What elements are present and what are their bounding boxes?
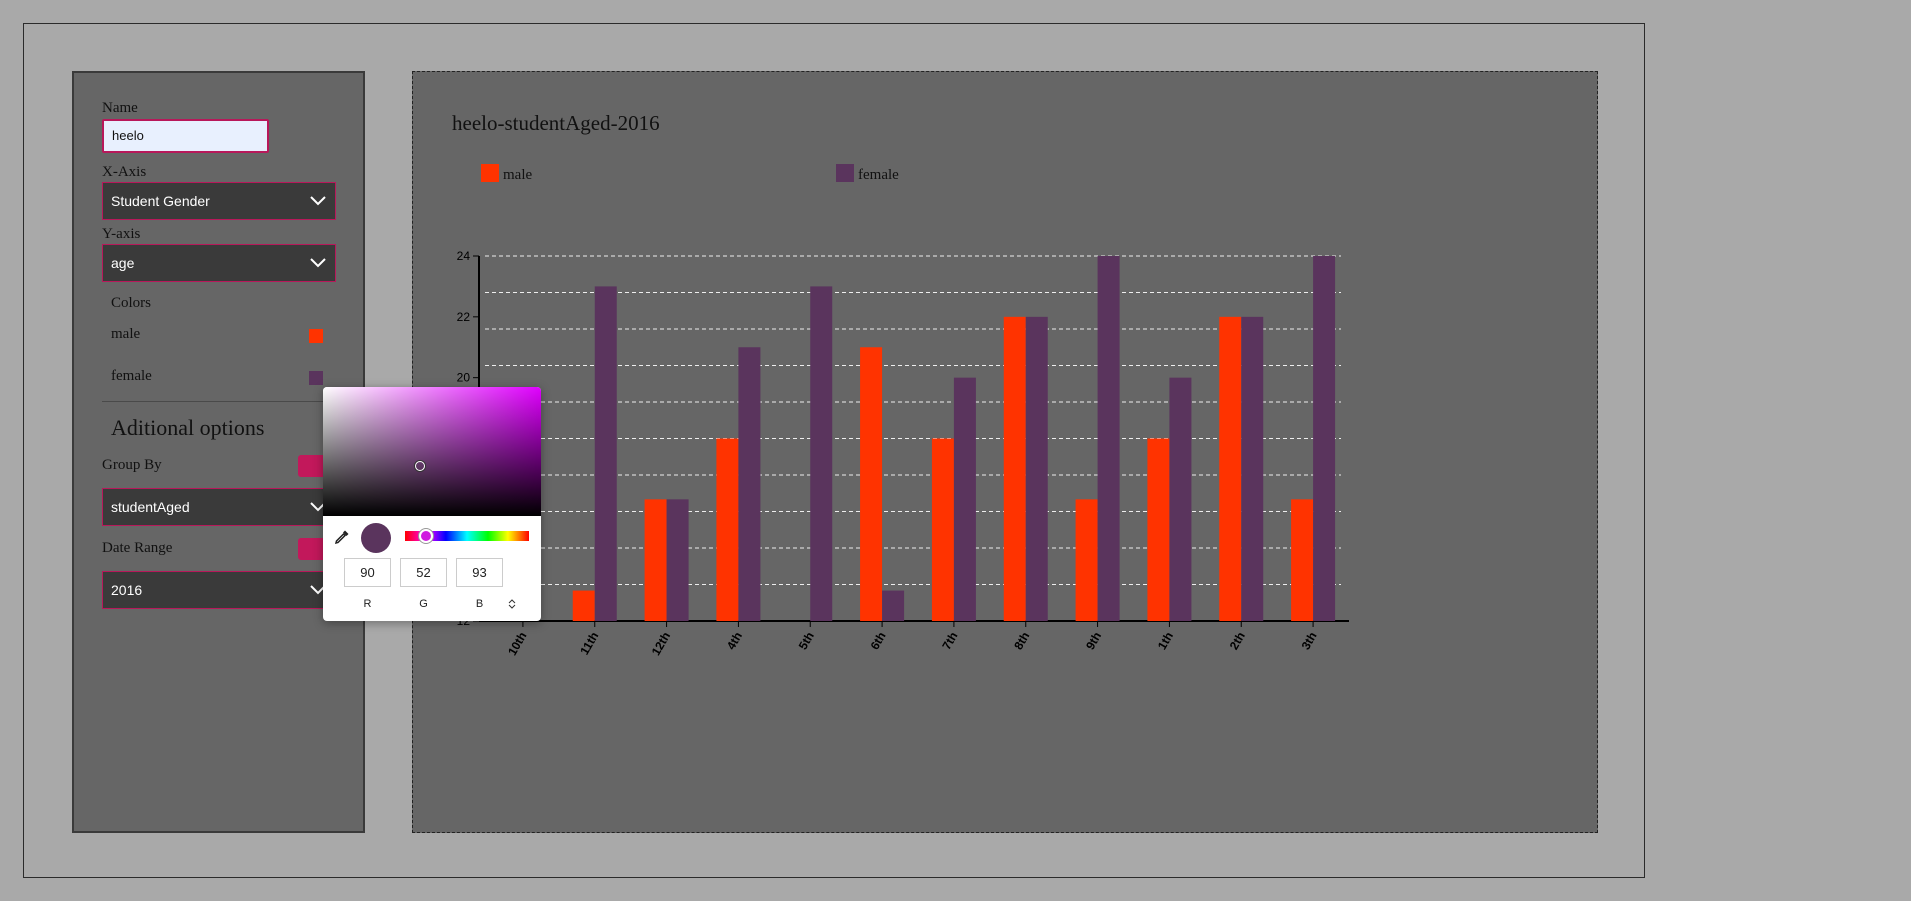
xaxis-select-value: Student Gender (111, 193, 210, 209)
bar-female-8th (1025, 316, 1048, 621)
x-tick-label: 9th (1083, 630, 1104, 653)
chart-title: heelo-studentAged-2016 (452, 111, 660, 135)
daterange-select-value: 2016 (111, 582, 143, 598)
yaxis-select-value: age (111, 255, 135, 271)
bar-male-4th (716, 438, 739, 621)
colors-title: Colors (111, 295, 152, 311)
hue-slider[interactable] (405, 531, 529, 541)
color-row-female: female (111, 368, 345, 388)
legend-label-male: male (503, 167, 533, 183)
chart-panel: heelo-studentAged-2016 male female 12 20 2… (412, 71, 1598, 833)
yaxis-select[interactable]: age (102, 244, 336, 282)
y-tick-label: 22 (457, 310, 471, 324)
hue-slider-handle[interactable] (419, 529, 433, 543)
options-sidebar: Name heelo X-Axis Student Gender Y-axis … (72, 71, 365, 833)
color-swatch-male[interactable] (309, 329, 323, 343)
name-input[interactable]: heelo (102, 119, 269, 153)
color-picker-popup: 90 52 93 R G B (323, 387, 541, 621)
bar-male-11th (572, 590, 595, 621)
bar-male-7th (931, 438, 954, 621)
y-tick-label: 24 (457, 249, 471, 263)
x-tick-label: 1th (1155, 630, 1176, 653)
color-label-male: male (111, 326, 141, 342)
x-tick-label: 12th (649, 630, 673, 658)
chevron-down-icon (310, 196, 326, 206)
bar-male-12th (644, 499, 667, 621)
divider (102, 401, 352, 402)
bar-male-3th (1291, 499, 1314, 621)
bar-female-9th (1097, 256, 1120, 621)
x-tick-label: 10th (505, 630, 529, 658)
blue-input[interactable]: 93 (456, 558, 503, 587)
bar-male-1th (1147, 438, 1170, 621)
name-label: Name (102, 100, 138, 116)
blue-label: B (475, 598, 484, 610)
name-input-value: heelo (112, 128, 144, 143)
saturation-value-area[interactable] (323, 387, 541, 516)
bar-female-5th (810, 286, 833, 621)
chevron-down-icon (310, 585, 326, 595)
legend-label-female: female (858, 167, 899, 183)
xaxis-label: X-Axis (102, 164, 147, 180)
green-input[interactable]: 52 (400, 558, 447, 587)
xaxis-select[interactable]: Student Gender (102, 182, 336, 220)
bar-female-12th (666, 499, 689, 621)
legend-item-female: female (836, 164, 899, 184)
daterange-select[interactable]: 2016 (102, 571, 336, 609)
x-tick-label: 3th (1299, 630, 1320, 653)
bar-male-2th (1219, 316, 1242, 621)
bar-female-6th (882, 590, 905, 621)
chevron-down-icon (310, 502, 326, 512)
groupby-label: Group By (102, 457, 162, 473)
x-tick-label: 2th (1227, 630, 1248, 653)
yaxis-label: Y-axis (102, 226, 141, 242)
bar-female-7th (953, 377, 976, 621)
legend-swatch-female (836, 164, 854, 182)
x-tick-label: 11th (577, 630, 601, 658)
bar-female-4th (738, 347, 761, 621)
chevron-down-icon (310, 258, 326, 268)
color-preview (361, 523, 391, 553)
bar-female-3th (1313, 256, 1336, 621)
saturation-value-handle[interactable] (415, 461, 425, 471)
x-tick-label: 8th (1011, 630, 1032, 653)
bar-female-11th (594, 286, 617, 621)
red-input[interactable]: 90 (344, 558, 391, 587)
bar-male-8th (1003, 316, 1026, 621)
x-tick-label: 6th (868, 630, 889, 653)
y-tick-label: 20 (457, 371, 471, 385)
legend-swatch-male (481, 164, 499, 182)
color-swatch-female[interactable] (309, 371, 323, 385)
mode-toggle-icon[interactable] (507, 598, 517, 610)
legend-item-male: male (481, 164, 532, 184)
red-label: R (363, 598, 372, 610)
daterange-label: Date Range (102, 540, 173, 556)
color-label-female: female (111, 368, 152, 384)
eyedropper-icon[interactable] (334, 529, 350, 545)
x-tick-label: 5th (796, 630, 817, 653)
groupby-select[interactable]: studentAged (102, 488, 336, 526)
bar-male-9th (1075, 499, 1098, 621)
additional-options-title: Aditional options (111, 415, 265, 440)
groupby-select-value: studentAged (111, 499, 190, 515)
x-tick-label: 7th (939, 630, 960, 653)
bar-female-1th (1169, 377, 1192, 621)
app-frame (23, 23, 1645, 878)
bar-female-2th (1241, 316, 1264, 621)
green-label: G (419, 598, 428, 610)
bar-male-6th (860, 347, 883, 621)
x-tick-label: 4th (724, 630, 745, 653)
color-row-male: male (111, 326, 345, 346)
